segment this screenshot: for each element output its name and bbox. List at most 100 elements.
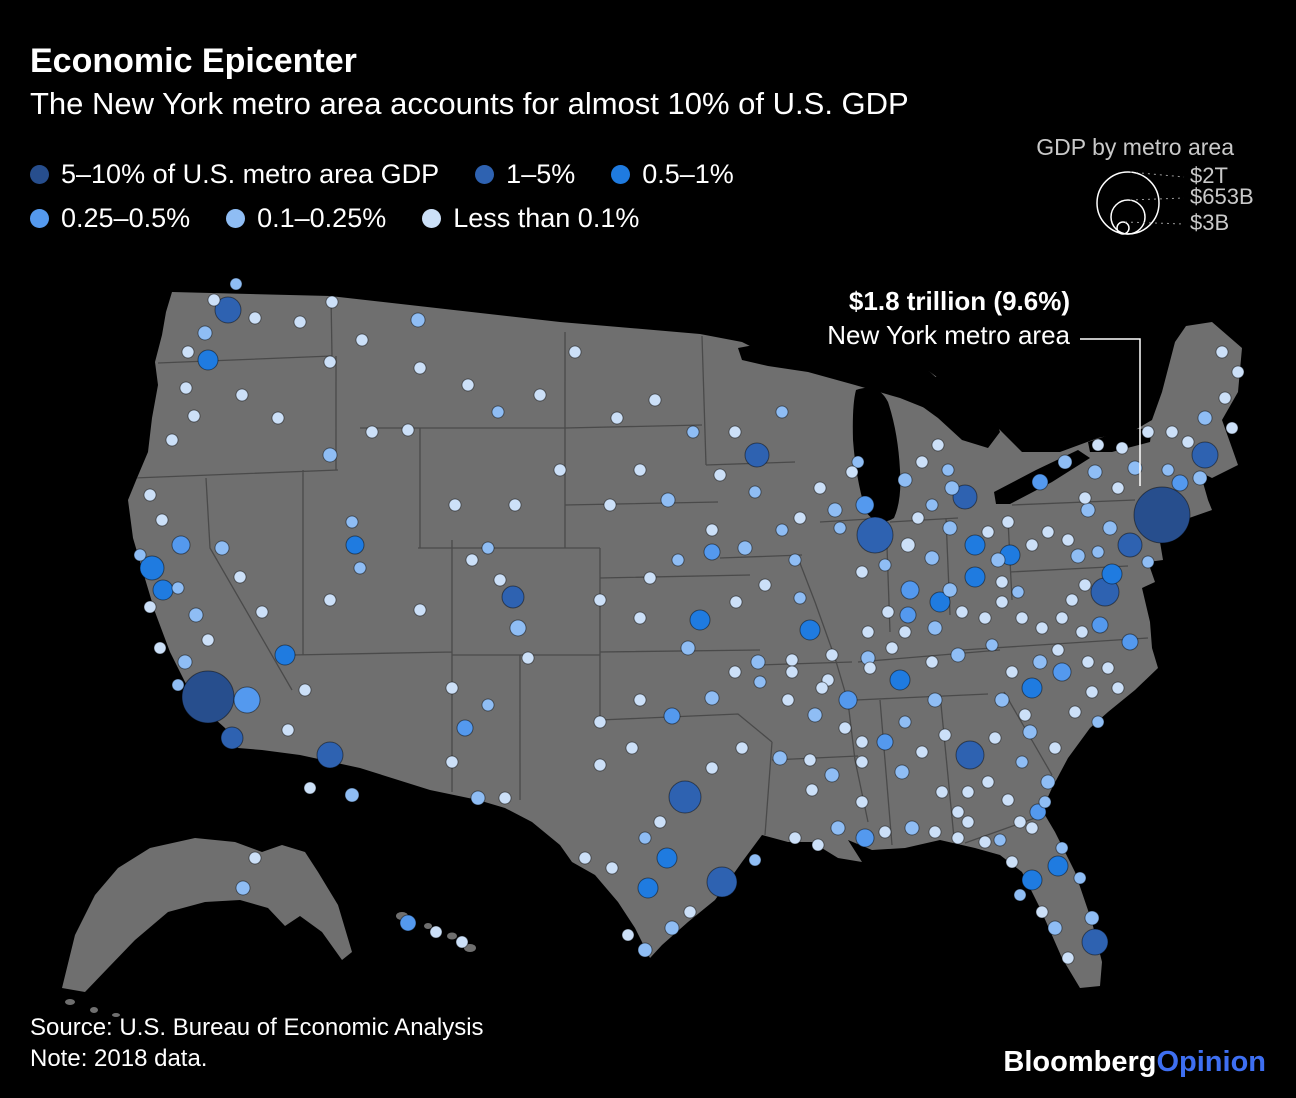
metro-dot: [481, 541, 495, 555]
metro-dot: [793, 591, 807, 605]
metro-dot: [187, 409, 201, 423]
metro-dot: [325, 295, 339, 309]
metro-dot: [413, 361, 427, 375]
metro-dot: [177, 654, 193, 670]
legend-label: 1–5%: [506, 158, 576, 189]
metro-dot: [1035, 621, 1049, 635]
metro-dot: [1005, 855, 1019, 869]
metro-dot: [683, 905, 697, 919]
metro-dot: [793, 511, 807, 525]
metro-dot: [509, 619, 527, 637]
metro-dot: [680, 640, 696, 656]
metro-dot: [1215, 345, 1229, 359]
metro-dot: [1061, 951, 1075, 965]
metro-dot: [889, 669, 911, 691]
metro-dot: [855, 495, 875, 515]
metro-dot: [1102, 520, 1118, 536]
metro-dot: [830, 820, 846, 836]
metro-dot: [448, 498, 462, 512]
metro-dot: [133, 548, 147, 562]
metro-dot: [1081, 655, 1095, 669]
metro-dot: [861, 625, 875, 639]
metro-dot: [1057, 454, 1073, 470]
metro-dot: [355, 333, 369, 347]
metro-dot: [988, 731, 1002, 745]
metro-dot: [323, 355, 337, 369]
legend-dot-icon: [30, 208, 49, 228]
metro-dot: [935, 785, 949, 799]
metro-dot: [811, 838, 825, 852]
metro-dot: [904, 820, 920, 836]
source-line: Source: U.S. Bureau of Economic Analysis: [30, 1014, 484, 1041]
metro-dot: [533, 388, 547, 402]
metro-dot: [653, 815, 667, 829]
metro-dot: [235, 880, 251, 896]
metro-dot: [621, 928, 635, 942]
metro-dot: [455, 935, 469, 949]
metro-dot: [803, 753, 817, 767]
metro-dot: [881, 605, 895, 619]
legend-dot-icon: [30, 164, 49, 184]
metro-dot: [978, 835, 992, 849]
metro-dot: [1141, 555, 1155, 569]
metro-dot: [197, 325, 213, 341]
metro-dot: [775, 523, 789, 537]
metro-dot: [493, 573, 507, 587]
chart-subtitle: The New York metro area accounts for alm…: [30, 86, 909, 121]
metro-dot: [995, 595, 1009, 609]
metro-dot: [625, 741, 639, 755]
alaska-landmass: [62, 838, 352, 992]
metro-dot: [961, 815, 975, 829]
metro-dot: [1047, 920, 1063, 936]
metro-dot: [1141, 425, 1155, 439]
metro-dot: [1031, 473, 1049, 491]
ny-annotation-label: New York metro area: [827, 320, 1070, 350]
metro-dot: [1025, 538, 1039, 552]
metro-dot: [643, 571, 657, 585]
metro-dot: [365, 425, 379, 439]
metro-dot: [855, 795, 869, 809]
metro-dot: [660, 492, 676, 508]
metro-dot: [1225, 421, 1239, 435]
metro-dot: [1115, 441, 1129, 455]
metro-dot: [1001, 793, 1015, 807]
metro-dot: [981, 775, 995, 789]
metro-dot: [413, 603, 427, 617]
metro-dot: [663, 707, 681, 725]
metro-dot: [900, 580, 920, 600]
legend-dot-icon: [475, 164, 495, 184]
metro-dot: [704, 690, 720, 706]
metro-dot: [894, 764, 910, 780]
metro-dot: [978, 611, 992, 625]
metro-dot: [1070, 548, 1086, 564]
metro-dot: [603, 498, 617, 512]
metro-dot: [994, 692, 1010, 708]
metro-dot: [445, 681, 459, 695]
metro-dot: [964, 534, 986, 556]
metro-dot: [322, 447, 338, 463]
metro-dot: [465, 553, 479, 567]
metro-dot: [900, 537, 916, 553]
metro-dot: [201, 633, 215, 647]
metro-dot: [1117, 532, 1143, 558]
metro-dot: [1085, 685, 1099, 699]
metro-dot: [1025, 821, 1039, 835]
metro-dot: [1111, 481, 1125, 495]
metro-dot: [1078, 578, 1092, 592]
metro-dot: [1075, 625, 1089, 639]
great-lakes: [738, 340, 1152, 522]
legend-row-2: 0.25–0.5% 0.1–0.25% Less than 0.1%: [30, 198, 734, 238]
metro-dot: [995, 575, 1009, 589]
metro-dot: [993, 833, 1007, 847]
metro-dot: [233, 686, 261, 714]
metro-dot: [898, 715, 912, 729]
metro-dot: [303, 781, 317, 795]
size-legend-circle: [1116, 221, 1130, 235]
metro-dot: [181, 670, 235, 724]
metro-dot: [1191, 441, 1219, 469]
metro-dot: [851, 455, 865, 469]
metro-dot: [924, 550, 940, 566]
metro-dot: [1181, 435, 1195, 449]
metro-dot: [671, 553, 685, 567]
metro-dot: [165, 433, 179, 447]
